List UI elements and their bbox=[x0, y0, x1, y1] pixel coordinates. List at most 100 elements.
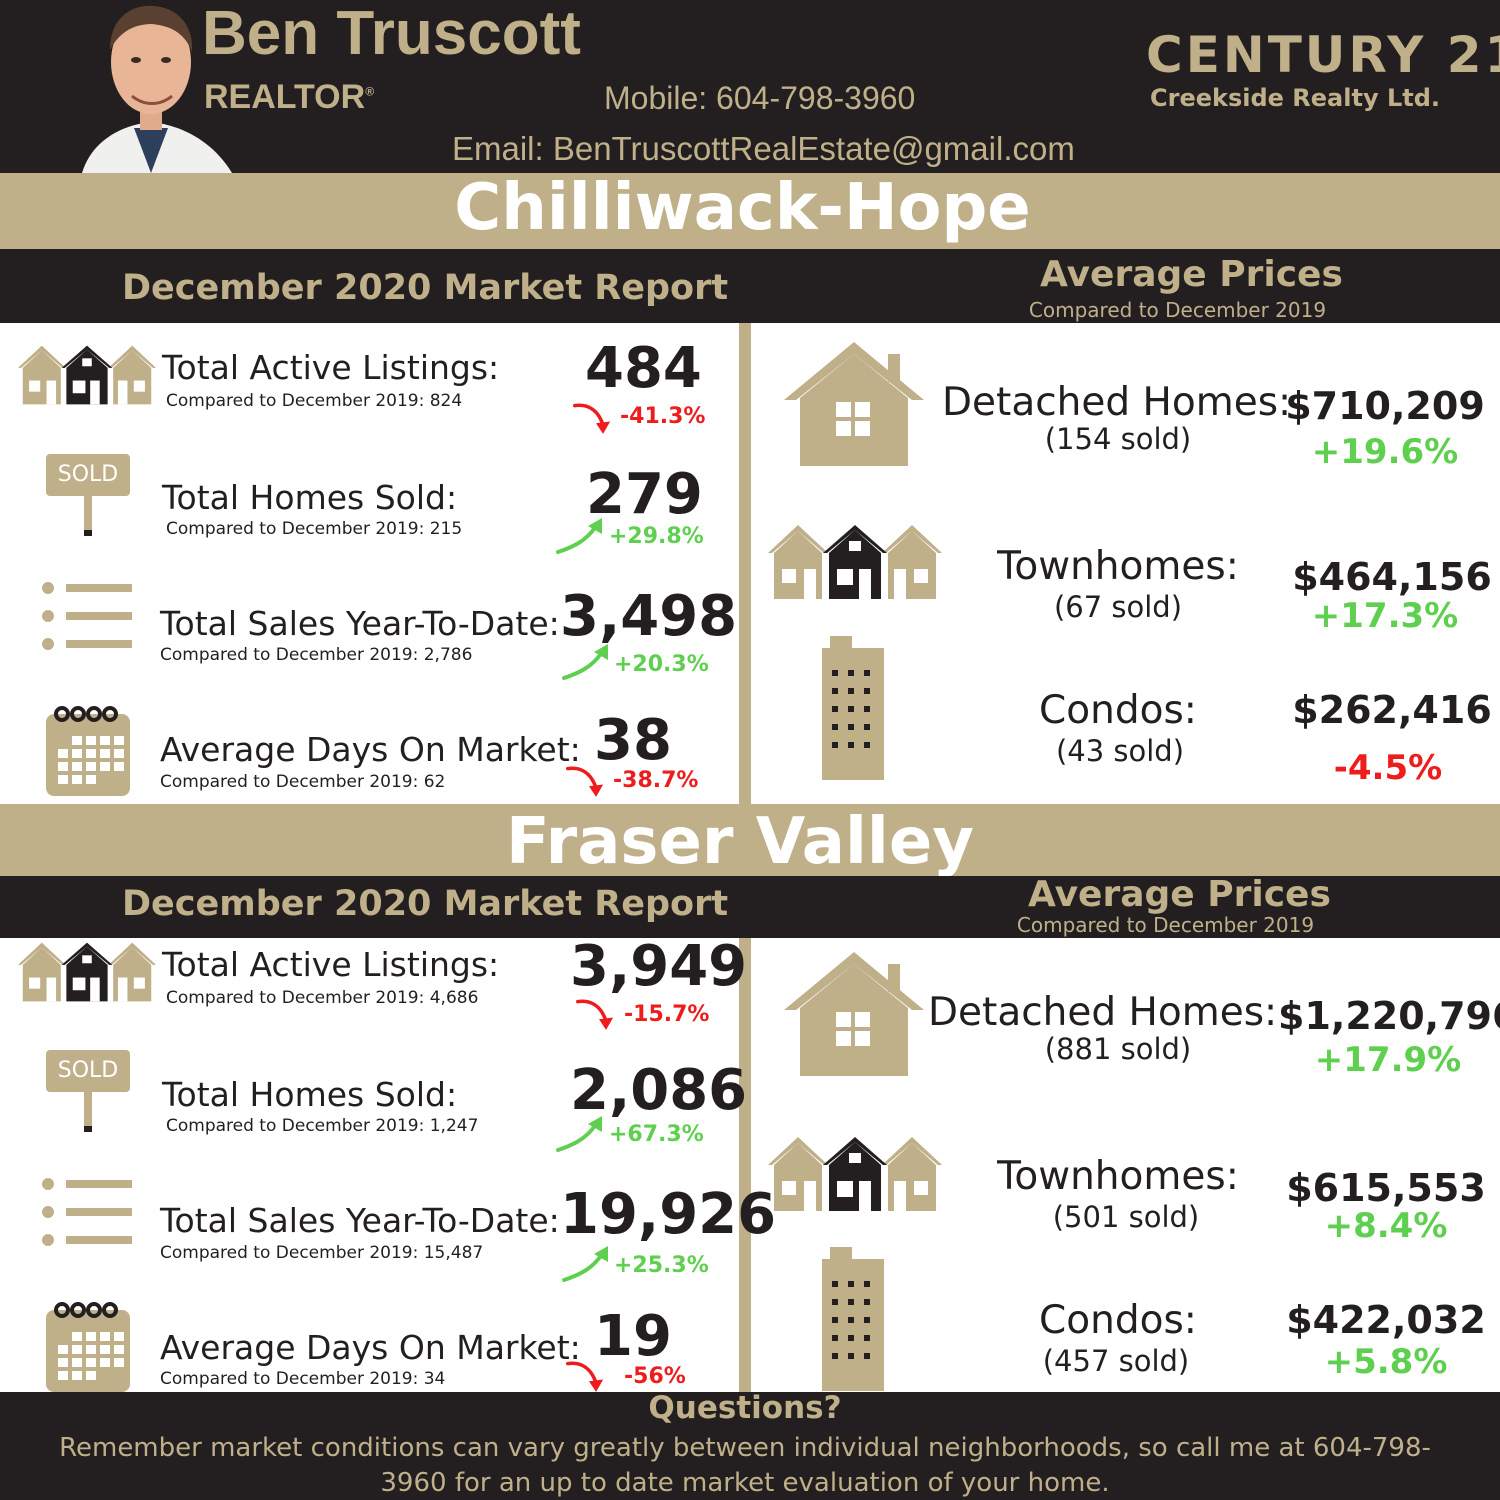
stat-sub: Compared to December 2019: 824 bbox=[166, 391, 463, 411]
stat-value: 3,498 bbox=[560, 584, 738, 649]
stat-label: Average Days On Market: bbox=[160, 730, 581, 769]
stat-sub: Compared to December 2019: 34 bbox=[160, 1369, 446, 1389]
stat-change: +20.3% bbox=[614, 652, 709, 677]
stat-change: +29.8% bbox=[609, 524, 704, 549]
trend-down-icon bbox=[573, 402, 619, 434]
price-label: Detached Homes: bbox=[942, 380, 1292, 425]
sold-sign-text: SOLD bbox=[57, 462, 119, 487]
condo-building-icon bbox=[822, 636, 884, 780]
house-icon bbox=[784, 342, 924, 466]
stat-change: +67.3% bbox=[609, 1122, 704, 1147]
price-value: $464,156 bbox=[1292, 555, 1492, 599]
trend-down-icon bbox=[566, 765, 612, 797]
price-change: +17.3% bbox=[1311, 596, 1459, 636]
prices-title: Average Prices bbox=[1028, 874, 1331, 915]
stat-label: Total Active Listings: bbox=[162, 348, 500, 387]
condo-building-icon bbox=[822, 1246, 884, 1392]
region-banner: Fraser Valley bbox=[0, 804, 1500, 879]
stat-value: 19,926 bbox=[560, 1182, 777, 1247]
price-change: -4.5% bbox=[1333, 748, 1443, 788]
price-change: +5.8% bbox=[1324, 1342, 1448, 1382]
list-icon bbox=[42, 582, 132, 652]
stat-label: Total Active Listings: bbox=[162, 945, 500, 984]
agent-title-text: REALTOR bbox=[204, 78, 366, 116]
stat-change: -15.7% bbox=[624, 1002, 710, 1027]
stat-label: Total Homes Sold: bbox=[162, 478, 458, 517]
trend-down-icon bbox=[566, 1360, 612, 1392]
stat-sub: Compared to December 2019: 62 bbox=[160, 772, 446, 792]
price-change: +8.4% bbox=[1324, 1206, 1448, 1246]
price-sold: (154 sold) bbox=[1044, 422, 1192, 456]
column-divider bbox=[739, 938, 751, 1392]
price-sold: (501 sold) bbox=[1052, 1200, 1200, 1234]
price-label: Condos: bbox=[1039, 1298, 1197, 1343]
price-sold: (457 sold) bbox=[1042, 1344, 1190, 1378]
stat-value: 3,949 bbox=[570, 934, 748, 999]
brand-logo-text: CENTURY 21 bbox=[1146, 26, 1500, 84]
stat-change: +25.3% bbox=[614, 1253, 709, 1278]
price-sold: (43 sold) bbox=[1055, 734, 1185, 768]
stat-value: 484 bbox=[585, 336, 702, 401]
price-label: Condos: bbox=[1039, 688, 1197, 733]
calendar-icon bbox=[46, 1298, 130, 1392]
townhouses-icon bbox=[768, 1136, 942, 1212]
agent-email: Email: BenTruscottRealEstate@gmail.com bbox=[452, 130, 1075, 167]
trend-up-icon bbox=[562, 1246, 614, 1282]
stat-value: 38 bbox=[594, 708, 672, 773]
price-change: +17.9% bbox=[1314, 1040, 1462, 1080]
footer-text: Remember market conditions can vary grea… bbox=[59, 1433, 1431, 1498]
stat-label: Total Sales Year-To-Date: bbox=[160, 1201, 560, 1240]
column-divider bbox=[739, 323, 751, 804]
stat-change: -38.7% bbox=[613, 768, 699, 793]
price-value: $262,416 bbox=[1292, 688, 1492, 732]
stat-change: -56% bbox=[624, 1364, 686, 1389]
region-title: Fraser Valley bbox=[506, 805, 974, 879]
price-label: Townhomes: bbox=[997, 1154, 1239, 1199]
agent-title: REALTOR® bbox=[204, 78, 375, 116]
stat-sub: Compared to December 2019: 2,786 bbox=[160, 645, 473, 665]
stat-change: -41.3% bbox=[620, 404, 706, 429]
stat-sub: Compared to December 2019: 215 bbox=[166, 519, 463, 539]
report-title: December 2020 Market Report bbox=[122, 884, 729, 924]
price-label: Detached Homes: bbox=[928, 990, 1278, 1035]
price-sold: (881 sold) bbox=[1044, 1032, 1192, 1066]
avatar bbox=[62, 0, 240, 173]
stat-sub: Compared to December 2019: 1,247 bbox=[166, 1116, 479, 1136]
trend-up-icon bbox=[556, 518, 608, 554]
list-icon bbox=[42, 1178, 132, 1248]
trend-down-icon bbox=[576, 998, 622, 1030]
townhouses-icon bbox=[18, 345, 156, 405]
brand-logo: CENTURY 21® bbox=[1146, 26, 1500, 84]
house-icon bbox=[784, 952, 924, 1076]
prices-subtitle: Compared to December 2019 bbox=[1028, 298, 1327, 322]
agent-name: Ben Truscott bbox=[202, 0, 581, 68]
townhouses-icon bbox=[768, 524, 942, 600]
stat-label: Total Homes Sold: bbox=[162, 1075, 458, 1114]
brokerage-name: Creekside Realty Ltd. bbox=[1150, 84, 1441, 112]
stat-value: 279 bbox=[586, 462, 703, 527]
trend-up-icon bbox=[562, 644, 614, 680]
price-change: +19.6% bbox=[1311, 432, 1459, 472]
stat-sub: Compared to December 2019: 4,686 bbox=[166, 988, 479, 1008]
trend-up-icon bbox=[556, 1116, 608, 1152]
report-title: December 2020 Market Report bbox=[122, 268, 729, 308]
agent-mobile: Mobile: 604-798-3960 bbox=[604, 80, 916, 116]
sold-sign-text: SOLD bbox=[57, 1058, 119, 1083]
section-header bbox=[0, 876, 1500, 938]
header-bar bbox=[0, 0, 1500, 173]
price-value: $615,553 bbox=[1286, 1166, 1486, 1210]
region-title: Chilliwack-Hope bbox=[454, 171, 1031, 245]
stat-value: 2,086 bbox=[570, 1058, 748, 1123]
stat-sub: Compared to December 2019: 15,487 bbox=[160, 1243, 484, 1263]
price-value: $1,220,796 bbox=[1278, 994, 1500, 1038]
townhouses-icon bbox=[18, 942, 156, 1002]
calendar-icon bbox=[46, 702, 130, 796]
section-header bbox=[0, 249, 1500, 323]
stat-label: Average Days On Market: bbox=[160, 1328, 581, 1367]
price-value: $710,209 bbox=[1285, 384, 1485, 428]
prices-title: Average Prices bbox=[1040, 254, 1343, 295]
footer bbox=[0, 1392, 1500, 1500]
price-sold: (67 sold) bbox=[1053, 590, 1183, 624]
price-value: $422,032 bbox=[1286, 1298, 1486, 1342]
prices-subtitle: Compared to December 2019 bbox=[1016, 913, 1315, 937]
